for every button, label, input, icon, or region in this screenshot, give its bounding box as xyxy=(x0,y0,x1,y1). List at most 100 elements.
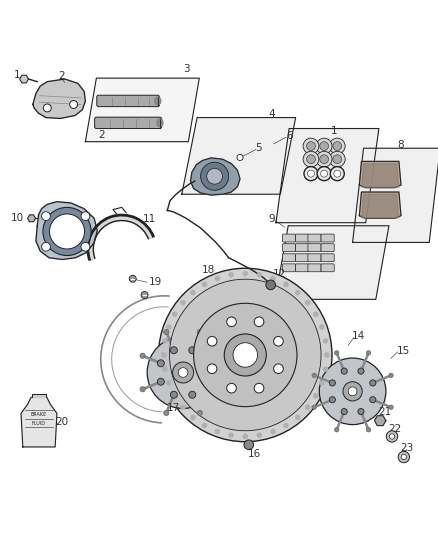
FancyBboxPatch shape xyxy=(321,244,334,252)
Circle shape xyxy=(197,410,202,416)
Circle shape xyxy=(389,373,393,377)
Circle shape xyxy=(166,380,171,385)
Text: 22: 22 xyxy=(389,424,402,434)
Circle shape xyxy=(178,368,188,377)
Circle shape xyxy=(295,415,300,420)
Circle shape xyxy=(319,358,386,425)
Circle shape xyxy=(227,317,237,327)
Circle shape xyxy=(370,380,376,386)
Circle shape xyxy=(164,329,169,335)
Polygon shape xyxy=(21,397,57,447)
Circle shape xyxy=(271,276,276,281)
Circle shape xyxy=(330,167,344,181)
Text: 21: 21 xyxy=(378,407,391,417)
Polygon shape xyxy=(20,75,28,83)
Circle shape xyxy=(172,312,177,317)
Polygon shape xyxy=(33,79,85,118)
Text: 13: 13 xyxy=(276,319,289,329)
Text: 19: 19 xyxy=(149,277,162,287)
Circle shape xyxy=(348,387,357,395)
Polygon shape xyxy=(88,215,154,261)
Text: BRAKE: BRAKE xyxy=(31,412,47,417)
Circle shape xyxy=(319,325,325,330)
Circle shape xyxy=(180,405,186,410)
Circle shape xyxy=(170,347,177,354)
Circle shape xyxy=(317,167,331,181)
Circle shape xyxy=(159,268,332,442)
Circle shape xyxy=(271,429,276,434)
Text: 3: 3 xyxy=(183,64,190,75)
Circle shape xyxy=(283,423,289,428)
Text: 9: 9 xyxy=(268,214,275,224)
Ellipse shape xyxy=(155,97,161,105)
Circle shape xyxy=(307,155,315,164)
Circle shape xyxy=(197,329,202,335)
Circle shape xyxy=(274,364,283,374)
Circle shape xyxy=(366,427,371,432)
Circle shape xyxy=(335,427,339,432)
Circle shape xyxy=(233,343,258,367)
Circle shape xyxy=(305,300,310,305)
Circle shape xyxy=(207,364,217,374)
Text: 5: 5 xyxy=(255,143,262,154)
Circle shape xyxy=(329,138,345,154)
Circle shape xyxy=(254,383,264,393)
Circle shape xyxy=(274,336,283,346)
Circle shape xyxy=(42,212,50,221)
Circle shape xyxy=(370,397,376,403)
Circle shape xyxy=(243,271,248,276)
FancyBboxPatch shape xyxy=(296,254,309,262)
Text: 2: 2 xyxy=(98,130,105,140)
Circle shape xyxy=(164,410,169,416)
Text: 15: 15 xyxy=(396,345,410,356)
Circle shape xyxy=(221,386,226,392)
Circle shape xyxy=(42,243,50,251)
Circle shape xyxy=(215,429,220,434)
Text: FLUID: FLUID xyxy=(32,421,46,426)
Text: 16: 16 xyxy=(248,449,261,459)
Circle shape xyxy=(43,104,51,112)
Circle shape xyxy=(329,380,336,386)
Polygon shape xyxy=(362,194,399,218)
Circle shape xyxy=(257,433,262,438)
Circle shape xyxy=(303,151,319,167)
Circle shape xyxy=(401,455,406,459)
Text: 20: 20 xyxy=(56,417,69,427)
Text: 17: 17 xyxy=(166,402,180,413)
Circle shape xyxy=(305,405,310,410)
Circle shape xyxy=(190,290,195,295)
Circle shape xyxy=(189,347,196,354)
Circle shape xyxy=(207,336,217,346)
Circle shape xyxy=(70,101,78,108)
Circle shape xyxy=(304,167,318,181)
Circle shape xyxy=(313,312,318,317)
Circle shape xyxy=(343,382,362,401)
Circle shape xyxy=(180,300,186,305)
Text: 1: 1 xyxy=(13,70,20,79)
Circle shape xyxy=(320,142,328,150)
Polygon shape xyxy=(362,164,399,187)
Circle shape xyxy=(243,434,248,439)
Circle shape xyxy=(162,367,168,372)
Circle shape xyxy=(215,276,220,281)
Polygon shape xyxy=(85,78,199,142)
Text: 1: 1 xyxy=(330,126,337,136)
Circle shape xyxy=(229,433,234,438)
Circle shape xyxy=(386,431,398,442)
Circle shape xyxy=(316,138,332,154)
Polygon shape xyxy=(32,394,46,397)
Circle shape xyxy=(221,353,226,358)
Circle shape xyxy=(190,415,195,420)
Circle shape xyxy=(307,142,315,150)
Circle shape xyxy=(341,408,347,415)
Circle shape xyxy=(283,282,289,287)
Circle shape xyxy=(157,378,164,385)
Circle shape xyxy=(237,155,243,160)
Circle shape xyxy=(335,351,339,355)
Circle shape xyxy=(172,393,177,398)
Circle shape xyxy=(358,368,364,374)
Circle shape xyxy=(147,336,219,408)
Circle shape xyxy=(202,378,209,385)
Circle shape xyxy=(173,362,194,383)
Circle shape xyxy=(49,214,85,249)
